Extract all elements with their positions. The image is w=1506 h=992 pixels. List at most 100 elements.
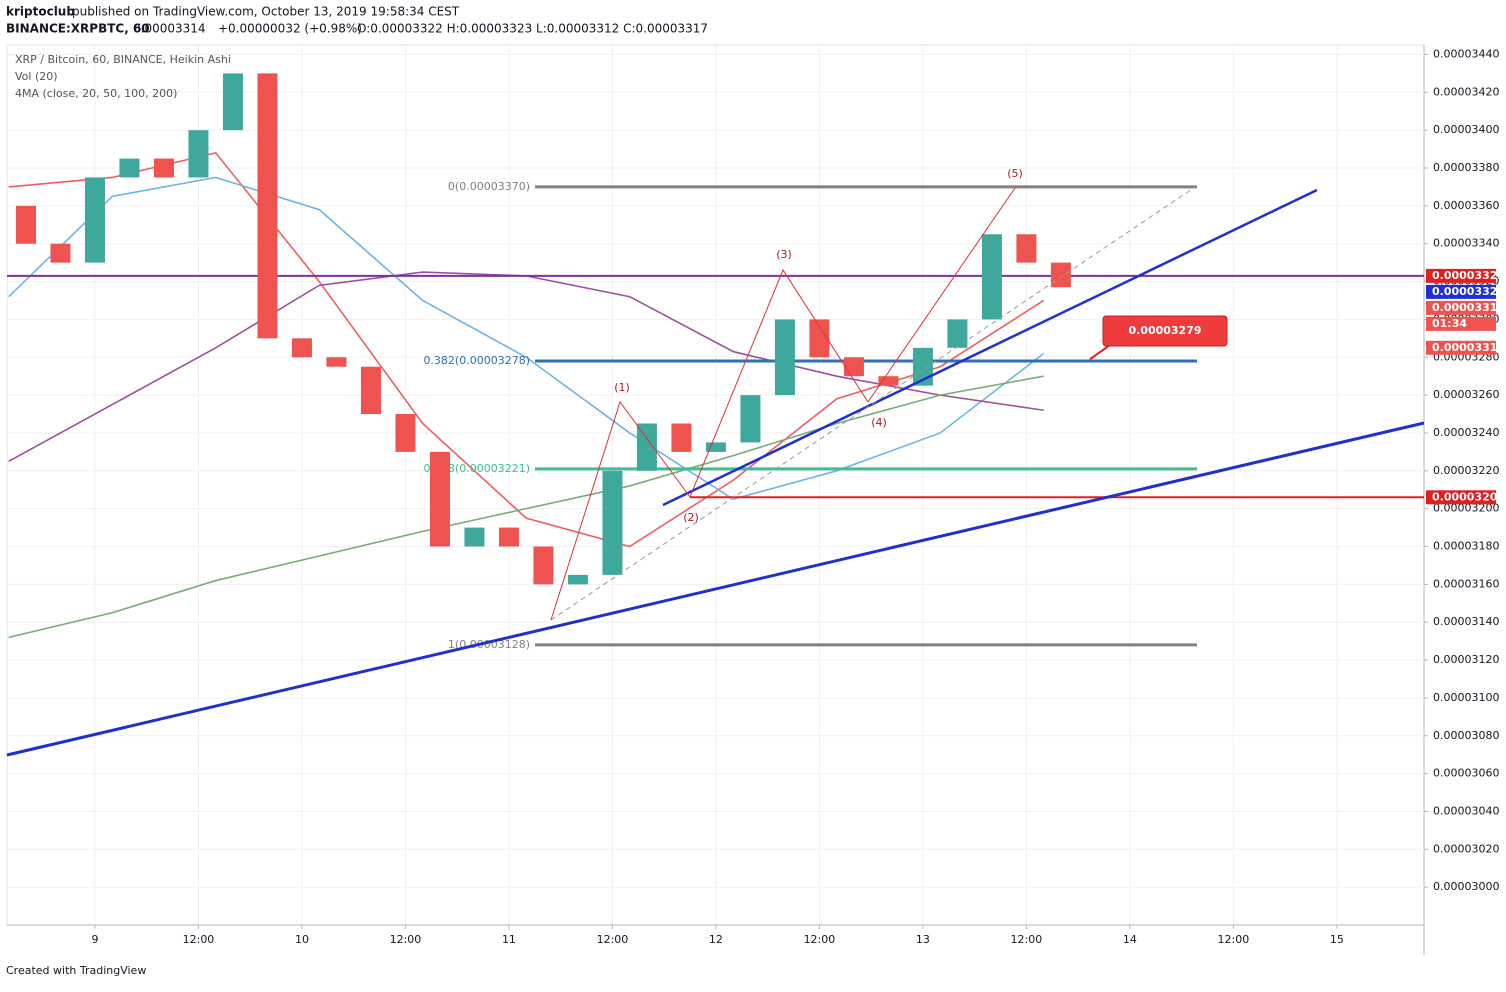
marks: 0(0.00003370) 0.382(0.00003278) 0.618(0.00… xyxy=(7,73,1424,651)
legend-item: 4MA (close, 20, 50, 100, 200) xyxy=(15,87,177,100)
y-tick-label: 0.00003180 xyxy=(1433,540,1499,553)
footer: Created with TradingView xyxy=(6,964,146,977)
ma-line xyxy=(8,375,1044,639)
price-tag-label: 0.00003206 xyxy=(1432,490,1505,503)
candle xyxy=(257,73,278,339)
price-tag xyxy=(1426,490,1496,505)
x-tick-label: 12:00 xyxy=(1218,933,1250,946)
wave-label: (5) xyxy=(1007,167,1023,180)
x-tick-label: 10 xyxy=(295,933,309,946)
author: kriptoclub xyxy=(6,5,75,19)
candle xyxy=(671,423,692,452)
callout-label: 0.00003279 xyxy=(1128,324,1201,337)
price-tag-label: 01:34 xyxy=(1432,317,1467,330)
fib-label: 0.382(0.00003278) xyxy=(423,354,530,367)
wave-label: (3) xyxy=(776,248,792,261)
x-tick-label: 14 xyxy=(1123,933,1137,946)
wave-label: (1) xyxy=(614,381,630,394)
candle xyxy=(153,158,174,178)
candle xyxy=(395,414,416,452)
y-tick-label: 0.00003160 xyxy=(1433,577,1499,590)
candle xyxy=(429,451,450,547)
x-tick-label: 12:00 xyxy=(183,933,215,946)
candle xyxy=(498,527,519,547)
y-tick-label: 0.00003120 xyxy=(1433,653,1499,666)
callout-pointer xyxy=(1089,344,1111,360)
wave-label: (2) xyxy=(683,511,699,524)
y-tick-label: 0.00003400 xyxy=(1433,123,1499,136)
candle xyxy=(15,205,36,244)
y-tick-label: 0.00003140 xyxy=(1433,615,1499,628)
y-tick-label: 0.00003440 xyxy=(1433,47,1499,60)
candle xyxy=(636,423,657,471)
y-tick-label: 0.00003100 xyxy=(1433,691,1499,704)
legend-item: XRP / Bitcoin, 60, BINANCE, Heikin Ashi xyxy=(15,53,231,66)
candle xyxy=(50,243,71,263)
y-tick-label: 0.00003020 xyxy=(1433,842,1499,855)
candle xyxy=(705,442,726,452)
annotations: (1) (2) (3) (4) (5) 0.00003323 0.00003322 0.000… xyxy=(614,167,1505,524)
y-tick-label: 0.00003360 xyxy=(1433,199,1499,212)
candle xyxy=(533,546,554,585)
fib-trend-line xyxy=(550,186,1196,621)
price-tag xyxy=(1426,300,1496,315)
candle xyxy=(981,234,1002,320)
callout-box xyxy=(1102,315,1228,347)
fib-label: 0.618(0.00003221) xyxy=(423,462,530,475)
ohlc: O:0.00003322 H:0.00003323 L:0.00003312 C… xyxy=(357,22,708,36)
candle xyxy=(326,357,347,367)
price-tag-label: 0.00003317 xyxy=(1432,301,1505,314)
fib-label: 0(0.00003370) xyxy=(448,180,530,193)
candle xyxy=(1050,262,1071,288)
ma-line xyxy=(8,151,1045,548)
y-tick-label: 0.00003380 xyxy=(1433,161,1499,174)
candle xyxy=(291,338,312,358)
candle xyxy=(878,376,899,386)
candle xyxy=(188,130,209,178)
symbol: BINANCE:XRPBTC, 60 xyxy=(6,22,150,36)
price-tag xyxy=(1426,316,1496,331)
wave-zigzag xyxy=(550,187,1016,621)
y-tick-label: 0.00003000 xyxy=(1433,880,1499,893)
price-tag-label: 0.00003314 xyxy=(1432,341,1505,354)
x-tick-label: 12:00 xyxy=(390,933,422,946)
grid: 0.00003000 0.00003020 0.00003040 0.00003060… xyxy=(7,45,1499,946)
y-tick-label: 0.00003200 xyxy=(1433,502,1499,515)
price-tag xyxy=(1426,268,1496,283)
candle xyxy=(740,395,761,443)
candle xyxy=(843,357,864,377)
x-tick-label: 12 xyxy=(709,933,723,946)
x-tick-label: 12:00 xyxy=(804,933,836,946)
candle xyxy=(222,73,243,131)
price-tag xyxy=(1426,340,1496,355)
y-tick-label: 0.00003420 xyxy=(1433,85,1499,98)
last-price: 0.00003314 xyxy=(133,22,206,36)
y-tick-label: 0.00003260 xyxy=(1433,388,1499,401)
x-tick-label: 12:00 xyxy=(1011,933,1043,946)
y-tick-label: 0.00003340 xyxy=(1433,237,1499,250)
candle xyxy=(1016,234,1037,263)
change: +0.00000032 (+0.98%) xyxy=(218,22,362,36)
candle xyxy=(567,574,588,585)
wave-label: (4) xyxy=(871,416,887,429)
y-tick-label: 0.00003080 xyxy=(1433,729,1499,742)
x-tick-label: 13 xyxy=(916,933,930,946)
price-tag-label: 0.00003323 xyxy=(1432,269,1505,282)
x-tick-label: 12:00 xyxy=(597,933,629,946)
candle xyxy=(947,319,968,348)
published: published on TradingView.com, October 13… xyxy=(72,5,460,19)
candle xyxy=(464,527,485,547)
trend-line xyxy=(662,188,1318,507)
trend-line xyxy=(6,421,1425,757)
x-tick-label: 9 xyxy=(91,933,98,946)
candle xyxy=(360,366,381,415)
candle xyxy=(602,470,623,575)
candle xyxy=(119,158,140,178)
price-tag-label: 0.00003322 xyxy=(1432,285,1505,298)
candle xyxy=(809,319,830,358)
y-tick-label: 0.00003220 xyxy=(1433,464,1499,477)
candle xyxy=(774,319,795,396)
x-tick-label: 15 xyxy=(1330,933,1344,946)
legend-item: Vol (20) xyxy=(15,70,58,83)
